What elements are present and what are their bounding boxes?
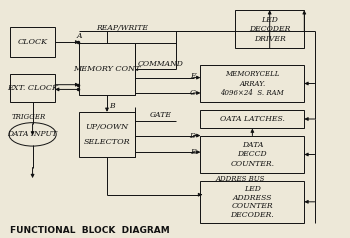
Bar	[10, 27, 55, 58]
Text: DECODER.: DECODER.	[231, 211, 274, 218]
Bar	[79, 43, 135, 95]
Text: 4096×24  S. RAM: 4096×24 S. RAM	[220, 89, 284, 97]
Text: GATE: GATE	[150, 111, 171, 119]
Text: REAP/WRITE: REAP/WRITE	[97, 24, 148, 32]
Bar	[79, 112, 135, 157]
Ellipse shape	[9, 123, 56, 146]
Text: D: D	[189, 132, 195, 139]
Bar	[10, 74, 55, 102]
Text: DECODER: DECODER	[249, 25, 290, 33]
Text: MEMORYCELL: MEMORYCELL	[225, 70, 280, 78]
Text: COMMAND: COMMAND	[138, 60, 184, 68]
Text: OATA LATCHES.: OATA LATCHES.	[220, 115, 285, 123]
Bar	[201, 180, 304, 223]
Bar	[201, 64, 304, 102]
Text: LED: LED	[244, 185, 261, 193]
Text: UP/OOWN: UP/OOWN	[85, 123, 128, 131]
Text: SELECTOR: SELECTOR	[84, 138, 130, 146]
Text: ADDRES BUS: ADDRES BUS	[215, 175, 265, 183]
Text: DRIVER: DRIVER	[254, 35, 286, 43]
Text: A: A	[77, 32, 82, 40]
Text: E: E	[190, 148, 195, 156]
Bar	[201, 136, 304, 174]
Text: DECCD: DECCD	[238, 150, 267, 159]
Text: DATA: DATA	[241, 141, 263, 149]
Bar	[235, 10, 304, 48]
Text: LED: LED	[261, 16, 278, 24]
Text: B: B	[109, 102, 114, 110]
Text: FUNCTIONAL  BLOCK  DIAGRAM: FUNCTIONAL BLOCK DIAGRAM	[10, 226, 170, 235]
Text: CLOCK: CLOCK	[18, 38, 48, 46]
Text: DATA INPUT: DATA INPUT	[8, 130, 57, 138]
Text: EXT. CLOCK: EXT. CLOCK	[7, 84, 58, 92]
Text: ARRAY.: ARRAY.	[239, 79, 266, 88]
Text: MEMORY CONT: MEMORY CONT	[73, 65, 141, 73]
Text: COUNTER: COUNTER	[232, 202, 273, 210]
Text: F: F	[190, 72, 195, 80]
Text: TRIGGER: TRIGGER	[12, 113, 46, 121]
Text: ADDRESS: ADDRESS	[233, 193, 272, 202]
Text: C: C	[189, 89, 195, 97]
Text: COUNTER.: COUNTER.	[230, 160, 274, 168]
Bar	[201, 109, 304, 129]
